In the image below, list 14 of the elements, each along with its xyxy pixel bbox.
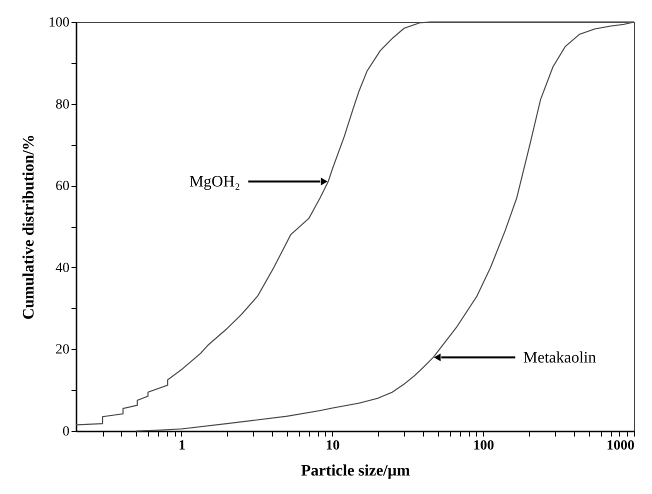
y-tick-label: 100 bbox=[48, 16, 70, 30]
x-tick-label: 100 bbox=[473, 438, 494, 454]
annotation: MgOH₂ bbox=[189, 174, 240, 191]
x-tick-label: 1000 bbox=[606, 438, 634, 454]
x-axis-title: Particle size/μm bbox=[300, 462, 411, 480]
y-axis-title: Cumulative distribution/% bbox=[20, 134, 38, 320]
x-tick-label: 10 bbox=[326, 438, 340, 454]
y-tick-label: 0 bbox=[62, 424, 70, 440]
y-tick-label: 20 bbox=[56, 342, 70, 358]
y-tick-label: 40 bbox=[56, 260, 70, 276]
y-tick-label: 80 bbox=[56, 97, 70, 112]
y-tick-label: 60 bbox=[56, 179, 70, 194]
x-tick-label: 1 bbox=[178, 438, 186, 454]
annotation: Metakaolin bbox=[523, 349, 596, 366]
